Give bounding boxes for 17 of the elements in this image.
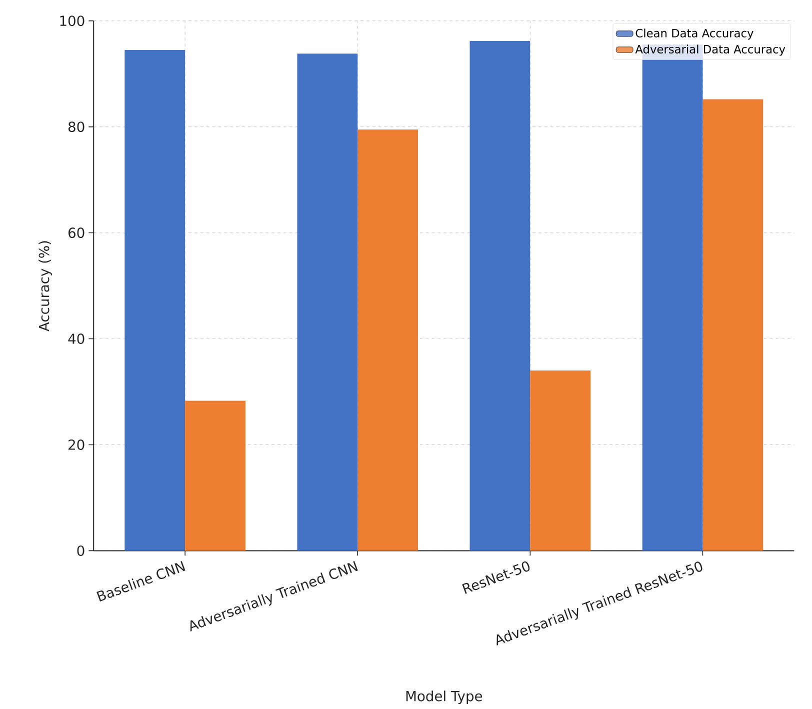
legend-label: Clean Data Accuracy — [636, 28, 754, 40]
bar — [358, 129, 418, 550]
bar — [530, 370, 591, 550]
y-axis-title: Accuracy (%) — [38, 240, 52, 332]
bar — [702, 99, 764, 550]
y-tick-label: 40 — [68, 333, 84, 344]
bar — [185, 400, 246, 550]
bar — [297, 53, 358, 550]
x-axis-title: Model Type — [406, 690, 482, 704]
y-tick-label: 80 — [68, 121, 84, 132]
y-tick-label: 20 — [68, 439, 84, 450]
y-tick-label: 60 — [68, 227, 84, 238]
bar — [470, 40, 530, 550]
legend-label: Adversarial Data Accuracy — [635, 44, 786, 56]
y-tick-label: 0 — [77, 545, 84, 556]
y-tick-label: 100 — [60, 15, 84, 26]
bar — [124, 50, 186, 550]
